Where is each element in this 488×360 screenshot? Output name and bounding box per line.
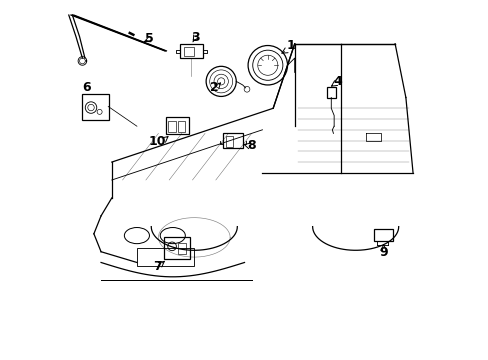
Text: 1: 1 <box>286 39 295 52</box>
Text: 8: 8 <box>247 139 255 152</box>
Bar <box>82 94 109 120</box>
Bar <box>165 117 188 134</box>
Bar <box>137 248 194 266</box>
Text: 3: 3 <box>190 31 199 44</box>
Bar <box>168 121 175 132</box>
Text: 9: 9 <box>379 246 387 259</box>
Bar <box>178 121 185 132</box>
Bar <box>223 134 242 148</box>
Text: 5: 5 <box>145 32 154 45</box>
Bar <box>180 44 203 58</box>
Text: 7: 7 <box>153 260 162 273</box>
Text: 2: 2 <box>209 81 218 94</box>
Bar <box>373 229 392 241</box>
Bar <box>163 237 189 259</box>
Text: 4: 4 <box>333 75 342 88</box>
Bar <box>183 47 194 56</box>
Text: 10: 10 <box>149 135 166 148</box>
Bar <box>225 136 233 147</box>
Bar <box>326 87 335 98</box>
Text: 6: 6 <box>82 81 91 94</box>
Bar <box>178 243 185 253</box>
